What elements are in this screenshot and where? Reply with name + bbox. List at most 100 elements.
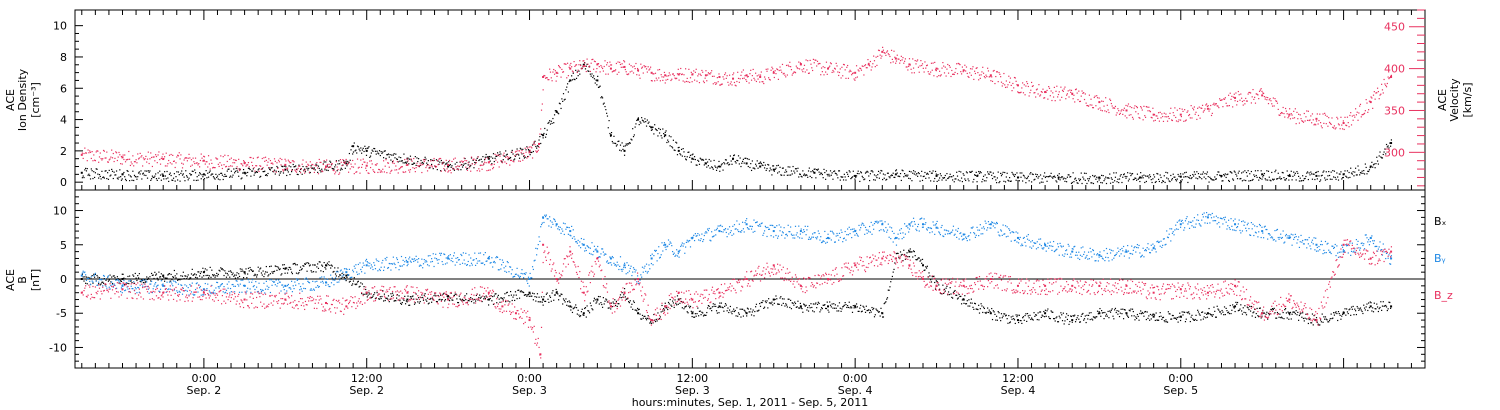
- density-sample: [965, 171, 968, 173]
- density-sample: [1376, 156, 1378, 158]
- velocity-sample: [325, 166, 327, 169]
- density-sample: [1190, 177, 1192, 180]
- density-sample: [1046, 180, 1048, 182]
- density-sample: [368, 146, 370, 148]
- velocity-sample: [791, 74, 793, 76]
- velocity-sample: [439, 157, 441, 160]
- density-sample: [199, 173, 202, 175]
- bx-sample: [282, 267, 285, 270]
- density-sample: [505, 150, 507, 152]
- density-sample: [702, 159, 705, 161]
- bx-sample: [497, 294, 499, 297]
- density-point: [1390, 142, 1393, 145]
- density-sample: [1061, 176, 1064, 178]
- velocity-sample: [1208, 110, 1210, 112]
- velocity-sample: [718, 73, 720, 75]
- velocity-sample: [1209, 108, 1211, 110]
- bx-sample: [905, 255, 907, 257]
- density-sample: [1240, 177, 1242, 180]
- density-sample: [1166, 177, 1168, 179]
- velocity-sample: [1316, 113, 1318, 115]
- density-sample: [432, 168, 434, 170]
- velocity-sample: [609, 61, 611, 63]
- velocity-sample: [149, 158, 151, 160]
- density-sample: [981, 181, 983, 183]
- velocity-sample: [1191, 117, 1193, 119]
- density-sample: [537, 145, 539, 147]
- velocity-sample: [260, 165, 262, 167]
- density-sample: [643, 121, 645, 123]
- velocity-sample: [1077, 99, 1079, 101]
- density-sample: [1197, 172, 1200, 175]
- density-sample: [940, 175, 942, 177]
- velocity-sample: [168, 154, 171, 156]
- density-sample: [345, 160, 347, 162]
- velocity-sample: [619, 63, 622, 66]
- density-sample: [850, 177, 852, 180]
- velocity-sample: [789, 61, 791, 63]
- velocity-sample: [984, 77, 986, 79]
- density-sample: [498, 153, 500, 156]
- velocity-sample: [633, 65, 635, 67]
- density-sample: [930, 172, 933, 174]
- velocity-sample: [897, 58, 899, 60]
- velocity-sample: [961, 66, 963, 68]
- bx-sample: [591, 308, 593, 310]
- density-sample: [1277, 172, 1279, 174]
- density-sample: [1262, 176, 1264, 178]
- density-sample: [164, 175, 167, 177]
- density-sample: [617, 140, 619, 143]
- density-sample: [963, 174, 965, 176]
- velocity-sample: [1269, 98, 1271, 100]
- bx-sample: [256, 274, 259, 276]
- velocity-sample: [389, 172, 391, 174]
- velocity-sample: [915, 63, 917, 65]
- density-sample: [852, 170, 854, 172]
- density-sample: [1021, 172, 1023, 174]
- velocity-point: [623, 65, 626, 68]
- velocity-sample: [552, 71, 554, 73]
- velocity-sample: [1226, 105, 1228, 107]
- velocity-sample: [807, 60, 809, 62]
- velocity-sample: [333, 170, 335, 172]
- bx-sample: [220, 267, 222, 269]
- bx-sample: [956, 298, 959, 300]
- density-sample: [205, 170, 207, 172]
- velocity-sample: [606, 64, 608, 66]
- bx-sample: [621, 292, 623, 294]
- bx-sample: [867, 309, 869, 312]
- velocity-sample: [1101, 110, 1104, 112]
- bx-sample: [606, 301, 609, 303]
- velocity-sample: [500, 160, 502, 162]
- velocity-sample: [1147, 110, 1149, 112]
- density-sample: [277, 167, 279, 169]
- bx-sample: [223, 274, 225, 277]
- velocity-sample: [1369, 100, 1371, 102]
- density-sample: [548, 121, 550, 124]
- density-sample: [1329, 178, 1331, 180]
- velocity-sample: [680, 73, 683, 76]
- density-sample: [1025, 182, 1027, 184]
- velocity-sample: [745, 79, 747, 81]
- velocity-point: [538, 142, 541, 145]
- density-sample: [1180, 181, 1182, 183]
- density-sample: [1052, 176, 1055, 178]
- velocity-sample: [317, 173, 320, 175]
- density-sample: [298, 164, 300, 166]
- density-sample: [83, 176, 85, 179]
- velocity-sample: [631, 70, 633, 72]
- velocity-sample: [559, 67, 561, 69]
- velocity-sample: [247, 164, 249, 166]
- velocity-sample: [702, 71, 704, 73]
- density-sample: [263, 171, 265, 173]
- density-sample: [451, 165, 453, 167]
- density-sample: [444, 169, 446, 171]
- density-sample: [541, 134, 543, 136]
- bx-sample: [772, 299, 775, 301]
- density-sample: [979, 171, 981, 173]
- velocity-sample: [829, 62, 832, 64]
- velocity-sample: [820, 74, 822, 76]
- density-sample: [364, 145, 366, 147]
- bx-sample: [448, 300, 451, 302]
- velocity-sample: [1216, 105, 1218, 107]
